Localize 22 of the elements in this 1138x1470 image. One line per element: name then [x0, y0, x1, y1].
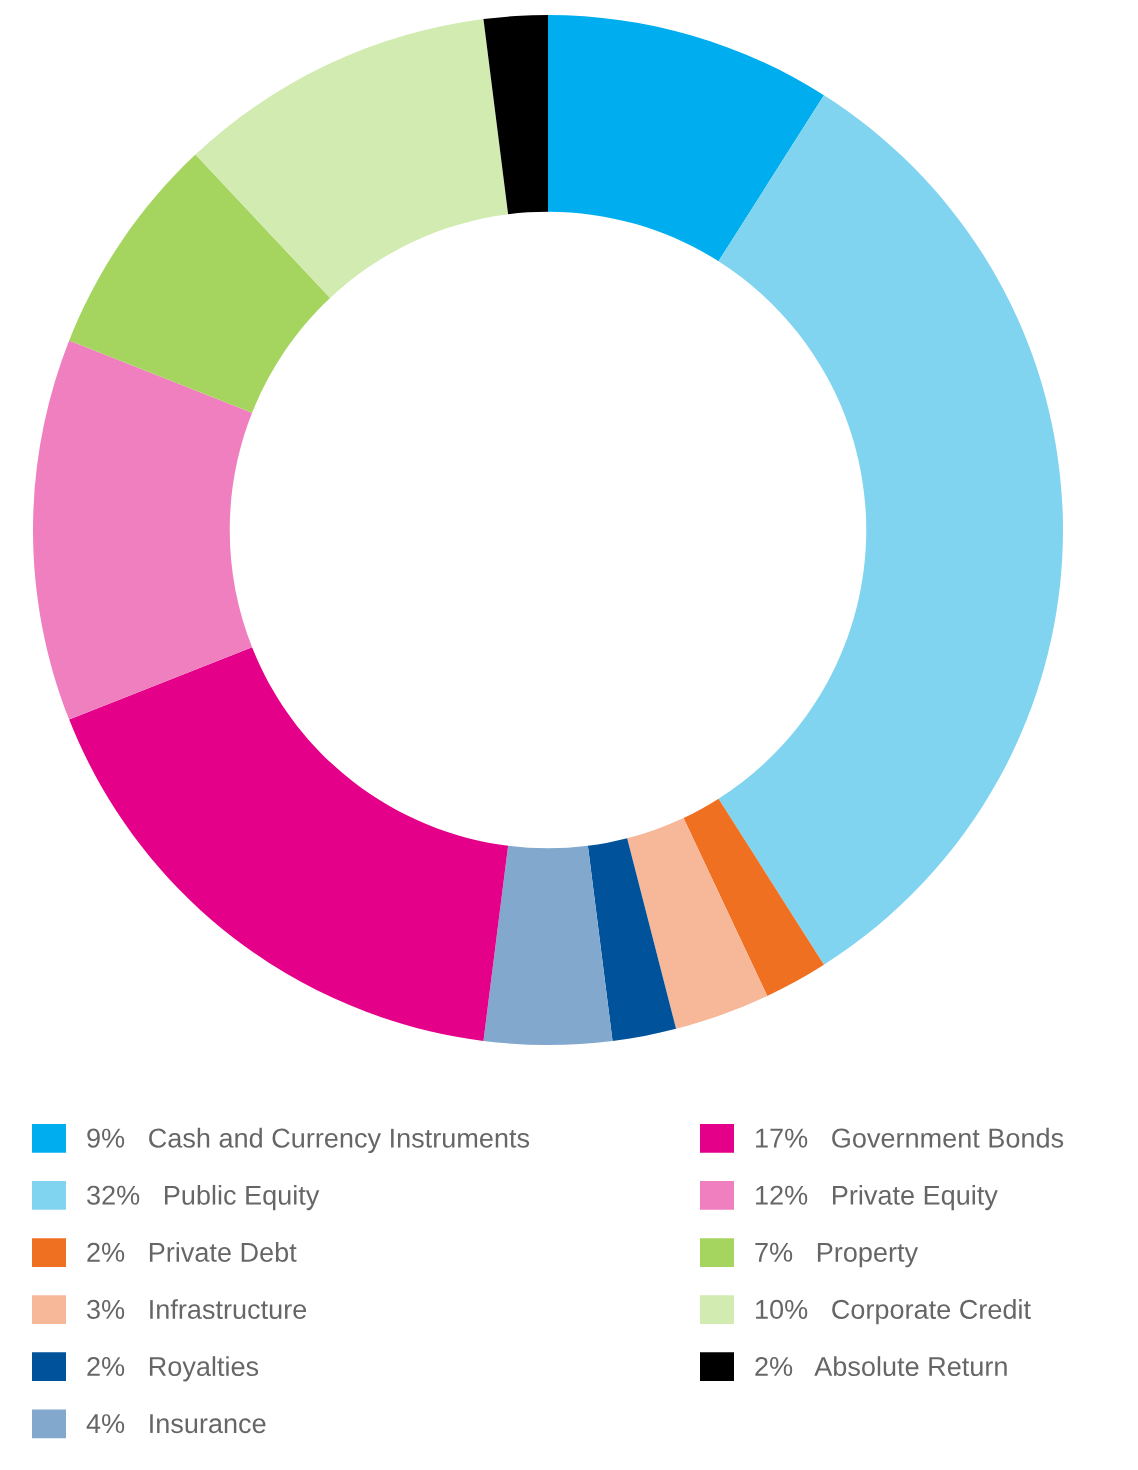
legend-label: 3% Infrastructure — [87, 1299, 307, 1320]
donut-slice — [483, 845, 613, 1045]
donut-slice — [69, 647, 509, 1041]
legend-label: 10% Corporate Credit — [756, 1299, 1031, 1325]
legend-label: 2% Private Debt — [87, 1242, 297, 1262]
legend-label: 17% Government Bonds — [756, 1127, 1064, 1148]
donut-slice — [33, 340, 253, 720]
donut-slice — [548, 15, 824, 262]
legend-label: 2% Absolute Return — [755, 1356, 1007, 1377]
donut-slice — [195, 19, 509, 298]
legend-label: 2% Royalties — [87, 1356, 259, 1382]
legend-label: 12% Private Equity — [756, 1184, 998, 1211]
donut-slice — [718, 95, 1063, 965]
legend-label: 9% Cash and Currency Instruments — [87, 1127, 530, 1154]
legend-label: 32% Public Equity — [87, 1184, 320, 1211]
legend-label: 7% Property — [755, 1242, 919, 1268]
donut-slice — [627, 817, 768, 1029]
donut-slice — [69, 154, 331, 413]
legend-label: 4% Insurance — [86, 1414, 266, 1434]
donut-slice — [587, 838, 677, 1041]
donut-slice — [683, 798, 824, 996]
donut-slice — [483, 15, 548, 215]
